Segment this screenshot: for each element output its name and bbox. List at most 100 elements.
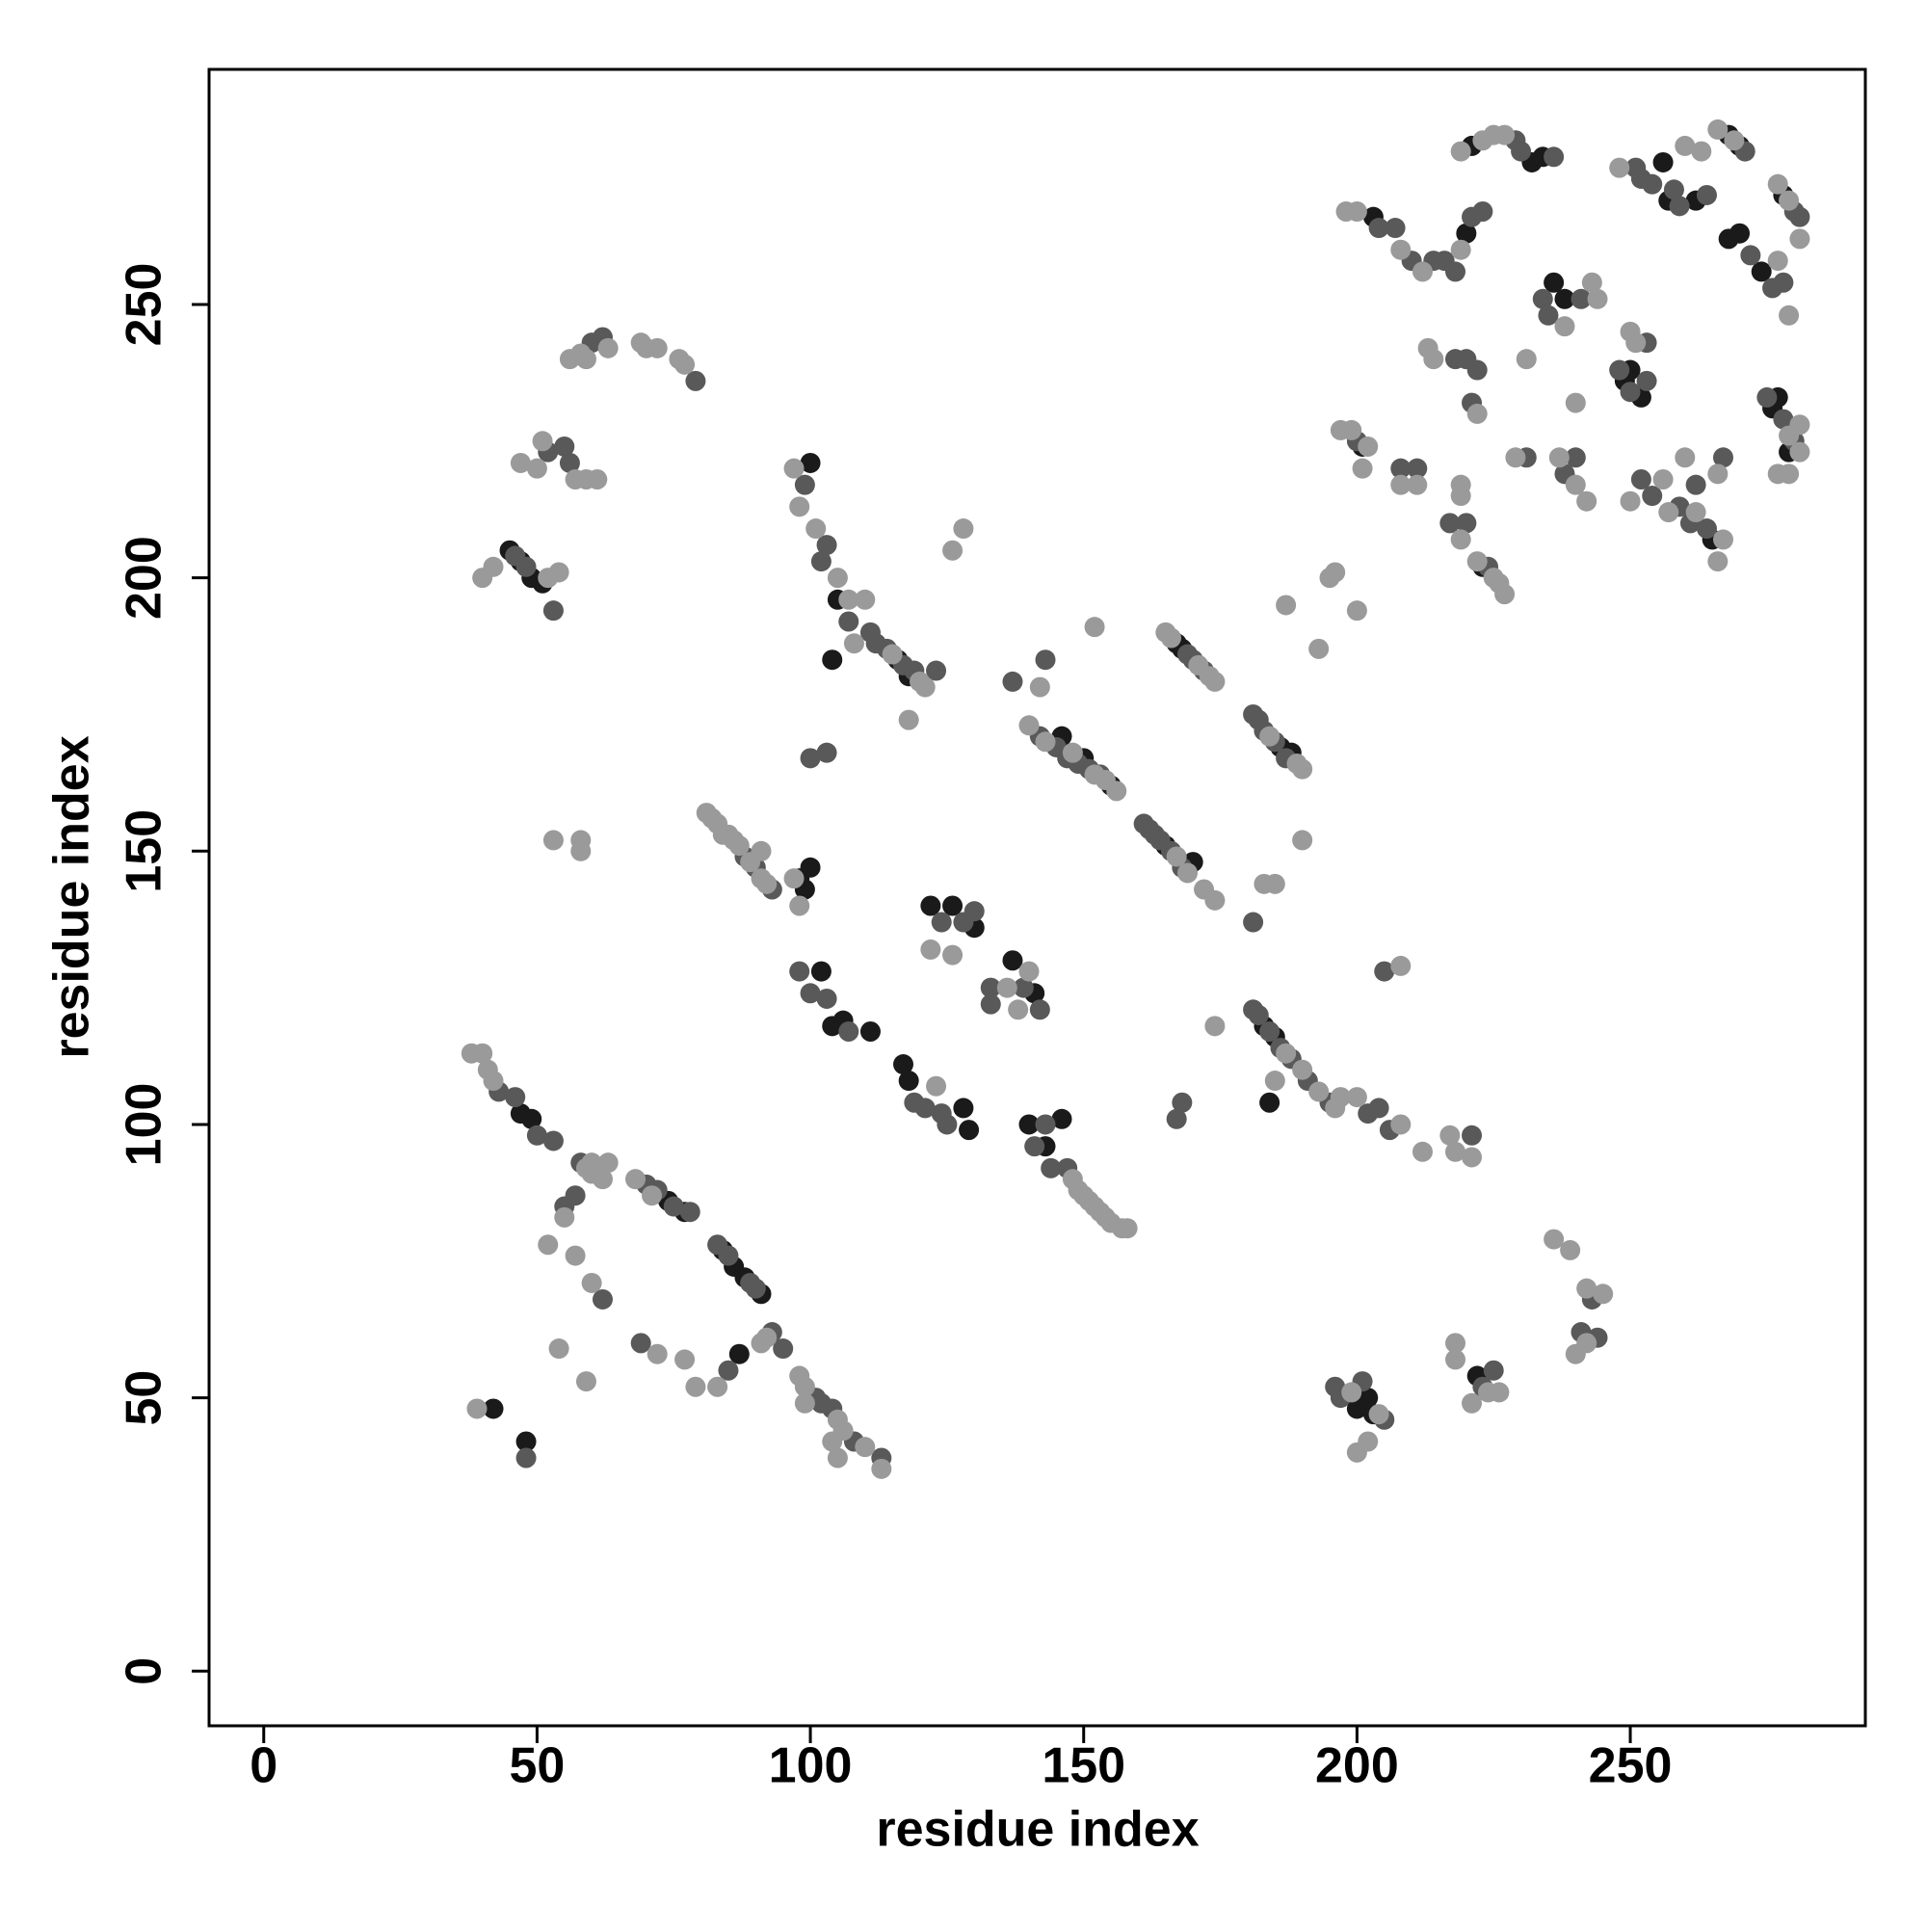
point <box>783 868 805 889</box>
point <box>1439 513 1461 534</box>
point <box>1166 1108 1187 1129</box>
point <box>1412 261 1433 282</box>
point <box>718 1360 739 1381</box>
point <box>587 468 608 490</box>
point <box>882 644 903 665</box>
point <box>642 1185 663 1206</box>
point <box>1576 1278 1597 1299</box>
point <box>789 895 810 916</box>
point <box>931 912 952 933</box>
point <box>1593 1284 1614 1305</box>
point <box>1204 1016 1226 1037</box>
point <box>810 961 832 982</box>
point <box>816 535 837 556</box>
point <box>1532 288 1553 309</box>
point <box>521 1108 542 1129</box>
point <box>1390 239 1412 260</box>
point <box>942 944 964 966</box>
point <box>838 611 859 632</box>
point <box>1620 490 1641 512</box>
point <box>1767 251 1788 272</box>
point <box>625 1169 647 1190</box>
point <box>1773 272 1794 293</box>
point <box>1002 671 1023 692</box>
point <box>538 1234 559 1256</box>
point <box>1565 1343 1586 1364</box>
point <box>1663 179 1684 200</box>
point <box>1084 617 1105 638</box>
point <box>1264 1071 1285 1092</box>
point <box>942 540 964 561</box>
point <box>707 1376 728 1397</box>
point <box>959 1120 980 1141</box>
point <box>575 349 596 370</box>
point <box>942 895 964 916</box>
point <box>1341 1382 1362 1403</box>
point <box>674 354 696 375</box>
point <box>1685 502 1706 523</box>
point <box>1029 676 1050 698</box>
x-tick-label: 150 <box>1042 1738 1125 1794</box>
point <box>1106 781 1127 802</box>
point <box>1445 1333 1466 1354</box>
point <box>1390 955 1412 976</box>
point <box>1450 239 1471 260</box>
point <box>1407 458 1428 479</box>
point <box>1658 502 1679 523</box>
point <box>542 1130 564 1151</box>
point <box>1675 447 1696 468</box>
point <box>1439 1125 1461 1146</box>
point <box>1675 135 1696 156</box>
point <box>1544 1229 1565 1250</box>
point <box>1035 649 1056 671</box>
point <box>575 1371 596 1392</box>
point <box>1008 999 1029 1020</box>
point <box>1346 201 1367 223</box>
point <box>559 452 580 473</box>
point <box>783 458 805 479</box>
point <box>718 1245 739 1266</box>
point <box>647 1343 668 1364</box>
point <box>893 1054 914 1075</box>
point <box>1029 999 1050 1020</box>
point <box>1456 223 1477 244</box>
point <box>1544 272 1565 293</box>
point <box>505 1087 526 1108</box>
point <box>1669 196 1690 217</box>
point <box>663 1196 684 1217</box>
point <box>816 988 837 1009</box>
point <box>1358 436 1379 457</box>
point <box>565 1185 586 1206</box>
point <box>1423 349 1444 370</box>
point <box>1259 726 1280 747</box>
point <box>581 1152 602 1174</box>
point <box>1751 261 1772 282</box>
point <box>789 961 810 982</box>
point <box>827 568 848 589</box>
point <box>1368 1098 1389 1119</box>
y-tick-label: 150 <box>117 809 172 893</box>
point <box>855 589 876 610</box>
point <box>1390 474 1412 495</box>
point <box>548 1338 569 1360</box>
point <box>1368 218 1389 239</box>
x-tick-label: 0 <box>250 1738 277 1794</box>
point <box>800 452 821 473</box>
point <box>1018 1114 1040 1135</box>
point <box>1204 671 1226 692</box>
point <box>789 496 810 517</box>
point <box>1456 513 1477 534</box>
point <box>592 1288 613 1310</box>
point <box>466 1398 488 1419</box>
point <box>1779 304 1800 326</box>
point <box>1407 474 1428 495</box>
point <box>1696 518 1717 540</box>
point <box>1548 447 1570 468</box>
point <box>816 742 837 763</box>
point <box>953 518 974 540</box>
point <box>1707 551 1729 572</box>
point <box>1740 245 1761 266</box>
point <box>751 840 772 861</box>
point <box>914 1098 936 1119</box>
